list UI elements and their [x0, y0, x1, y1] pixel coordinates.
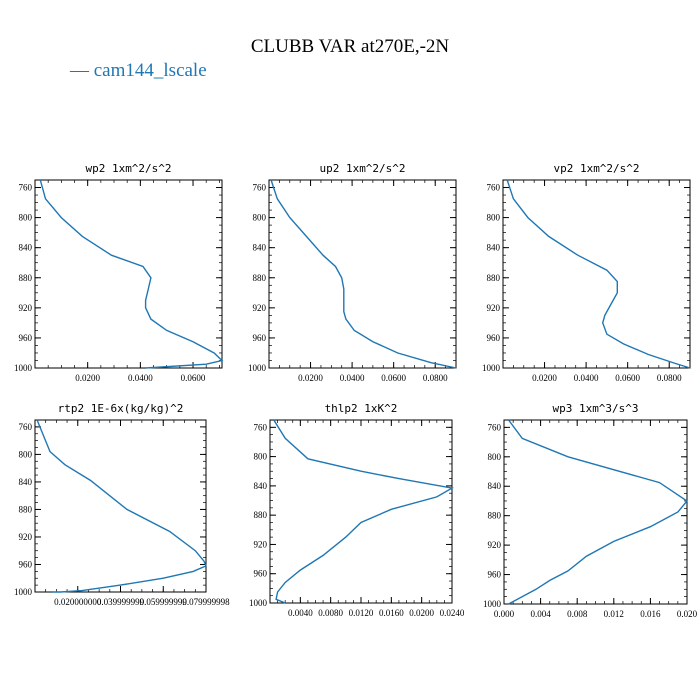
y-tick-label: 840	[488, 481, 502, 491]
x-tick-label: 0.0240	[440, 608, 465, 618]
y-tick-label: 840	[19, 243, 33, 253]
plot-title: up2 1xm^2/s^2	[319, 162, 405, 175]
y-tick-label: 920	[253, 303, 267, 313]
y-tick-label: 1000	[248, 363, 267, 373]
x-tick-label: 0.020000000	[54, 597, 102, 607]
y-tick-label: 920	[487, 303, 501, 313]
y-tick-label: 960	[19, 559, 33, 569]
y-tick-label: 1000	[482, 363, 501, 373]
y-tick-label: 960	[19, 333, 33, 343]
y-tick-label: 1000	[14, 587, 33, 597]
x-tick-label: 0.0400	[574, 373, 599, 383]
series-line	[506, 179, 691, 369]
x-tick-label: 0.000	[494, 609, 515, 619]
y-tick-label: 880	[488, 511, 502, 521]
plot-frame	[268, 179, 457, 369]
x-tick-label: 0.0200	[75, 373, 100, 383]
y-tick-label: 960	[487, 333, 501, 343]
y-tick-label: 1000	[14, 363, 33, 373]
legend: — cam144_lscale	[70, 60, 207, 82]
x-tick-label: 0.004	[530, 609, 551, 619]
series-line	[36, 419, 207, 593]
plot-panel: thlp2 1xK^2 760 800 840 880 920 960 1000 0.0040 0…	[249, 402, 465, 618]
y-tick-label: 760	[488, 422, 502, 432]
x-tick-label: 0.0400	[340, 373, 365, 383]
x-tick-label: 0.0200	[532, 373, 557, 383]
y-tick-label: 760	[487, 183, 501, 193]
plot-panel: up2 1xm^2/s^2 760 800 840 880 920 960 1000 0.020…	[248, 162, 457, 383]
y-tick-label: 840	[487, 243, 501, 253]
x-tick-label: 0.059999999	[140, 597, 188, 607]
x-tick-label: 0.0200	[298, 373, 323, 383]
plot-frame	[502, 179, 691, 369]
plot-title: vp2 1xm^2/s^2	[553, 162, 639, 175]
plot-panel: wp3 1xm^3/s^3 760 800 840 880 920 960 10000.000…	[483, 402, 698, 619]
legend-line-icon: —	[70, 60, 89, 81]
x-tick-label: 0.0200	[409, 608, 434, 618]
y-tick-label: 880	[254, 510, 268, 520]
y-tick-label: 760	[19, 422, 33, 432]
series-line	[273, 419, 455, 604]
plot-title: rtp2 1E-6x(kg/kg)^2	[58, 402, 184, 415]
plot-title: wp3 1xm^3/s^3	[552, 402, 638, 415]
x-tick-label: 0.0600	[181, 373, 206, 383]
y-tick-label: 880	[19, 504, 33, 514]
plot-panel: rtp2 1E-6x(kg/kg)^2 760 800 840 880 920 960 100…	[14, 402, 230, 607]
y-tick-label: 800	[253, 213, 267, 223]
y-tick-label: 880	[487, 273, 501, 283]
y-tick-label: 760	[253, 183, 267, 193]
x-tick-label: 0.012	[604, 609, 624, 619]
x-tick-label: 0.039999999	[97, 597, 145, 607]
plot-title: wp2 1xm^2/s^2	[85, 162, 171, 175]
series-line	[508, 419, 689, 605]
y-tick-label: 800	[19, 213, 33, 223]
x-tick-label: 0.0040	[288, 608, 313, 618]
y-tick-label: 920	[254, 539, 268, 549]
x-tick-label: 0.0800	[423, 373, 448, 383]
y-tick-label: 800	[19, 449, 33, 459]
y-tick-label: 760	[254, 422, 268, 432]
plot-title: thlp2 1xK^2	[325, 402, 398, 415]
y-tick-label: 800	[254, 452, 268, 462]
y-tick-label: 840	[253, 243, 267, 253]
y-tick-label: 880	[253, 273, 267, 283]
page-title: CLUBB VAR at270E,-2N	[250, 36, 450, 57]
y-tick-label: 880	[19, 273, 33, 283]
y-tick-label: 1000	[249, 598, 268, 608]
plot-panel: vp2 1xm^2/s^2 760 800 840 880 920 960 1000 0.020…	[482, 162, 691, 383]
x-tick-label: 0.0600	[381, 373, 406, 383]
x-tick-label: 0.0080	[318, 608, 343, 618]
x-tick-label: 0.020	[677, 609, 698, 619]
plot-frame	[503, 419, 688, 605]
x-tick-label: 0.079999998	[182, 597, 230, 607]
y-tick-label: 920	[19, 532, 33, 542]
y-tick-label: 1000	[483, 599, 502, 609]
series-line	[39, 179, 224, 369]
legend-label: cam144_lscale	[93, 60, 207, 81]
plot-frame	[269, 419, 453, 604]
x-tick-label: 0.0800	[657, 373, 682, 383]
y-tick-label: 840	[19, 477, 33, 487]
plot-frame	[34, 179, 223, 369]
y-tick-label: 960	[254, 569, 268, 579]
series-line	[270, 179, 457, 369]
x-tick-label: 0.0600	[615, 373, 640, 383]
y-tick-label: 960	[488, 570, 502, 580]
x-tick-label: 0.0120	[349, 608, 374, 618]
y-tick-label: 840	[254, 481, 268, 491]
y-tick-label: 760	[19, 183, 33, 193]
y-tick-label: 800	[488, 452, 502, 462]
plot-frame	[34, 419, 207, 593]
x-tick-label: 0.008	[567, 609, 588, 619]
x-tick-label: 0.0400	[128, 373, 153, 383]
y-tick-label: 800	[487, 213, 501, 223]
plot-panel: wp2 1xm^2/s^2 760 800 840 880 920 960 1000 0.020…	[14, 162, 224, 383]
x-tick-label: 0.016	[640, 609, 661, 619]
y-tick-label: 960	[253, 333, 267, 343]
y-tick-label: 920	[488, 540, 502, 550]
y-tick-label: 920	[19, 303, 33, 313]
x-tick-label: 0.0160	[379, 608, 404, 618]
